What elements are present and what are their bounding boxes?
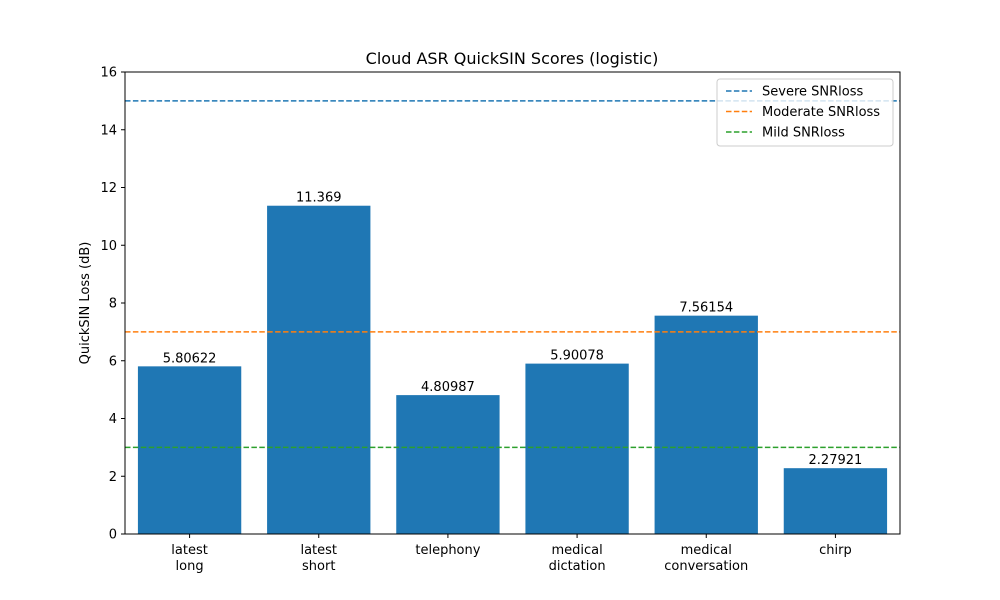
x-tick-label-line: latest <box>171 543 208 558</box>
x-tick-label: telephony <box>415 543 480 558</box>
bar <box>654 315 758 534</box>
x-tick-label-line: telephony <box>415 543 480 558</box>
bar <box>396 395 500 534</box>
y-tick-label: 4 <box>109 412 117 427</box>
x-tick-label: chirp <box>819 543 852 558</box>
legend-label: Moderate SNRloss <box>762 105 880 120</box>
x-tick-label-line: short <box>302 559 335 574</box>
y-tick-label: 8 <box>109 297 117 312</box>
legend-label: Mild SNRloss <box>762 126 845 141</box>
y-tick-label: 10 <box>100 239 117 254</box>
y-tick-label: 14 <box>100 123 117 138</box>
y-axis-title: QuickSIN Loss (dB) <box>78 242 93 365</box>
legend-label: Severe SNRloss <box>762 85 863 100</box>
bar <box>783 468 888 534</box>
y-tick-label: 16 <box>100 66 117 81</box>
x-tick-label-line: dictation <box>549 559 606 574</box>
x-tick-label-line: chirp <box>819 543 852 558</box>
plot-area: 5.80622 11.369 4.80987 5.90078 7.56154 2.2792… <box>100 66 901 574</box>
x-tick-label: latest long <box>171 543 208 574</box>
bar-value-label: 2.27921 <box>809 453 863 468</box>
bar-value-label: 11.369 <box>296 191 342 206</box>
x-tick-label-line: long <box>176 559 204 574</box>
x-tick-label-line: conversation <box>664 559 748 574</box>
bar-value-label: 5.90078 <box>550 349 604 364</box>
x-tick-label: medical dictation <box>549 543 606 574</box>
y-tick-label: 2 <box>109 470 117 485</box>
y-tick-label: 0 <box>109 528 117 543</box>
bar-value-label: 5.80622 <box>163 351 217 366</box>
bar <box>525 363 629 534</box>
x-tick-label-line: latest <box>300 543 337 558</box>
bar <box>137 366 242 534</box>
x-tick-label-line: medical <box>551 543 602 558</box>
x-tick-label: latest short <box>300 543 337 574</box>
y-tick-label: 12 <box>100 181 117 196</box>
x-tick-label: medical conversation <box>664 543 748 574</box>
bar-value-label: 4.80987 <box>421 380 475 395</box>
legend-box <box>716 78 894 147</box>
x-tick-label-line: medical <box>681 543 732 558</box>
bar <box>267 205 371 534</box>
y-tick-label: 6 <box>109 354 117 369</box>
legend: Severe SNRloss Moderate SNRloss Mild SNRlo… <box>716 78 894 147</box>
bar-value-label: 7.56154 <box>679 301 733 316</box>
chart-title: Cloud ASR QuickSIN Scores (logistic) <box>366 49 659 68</box>
